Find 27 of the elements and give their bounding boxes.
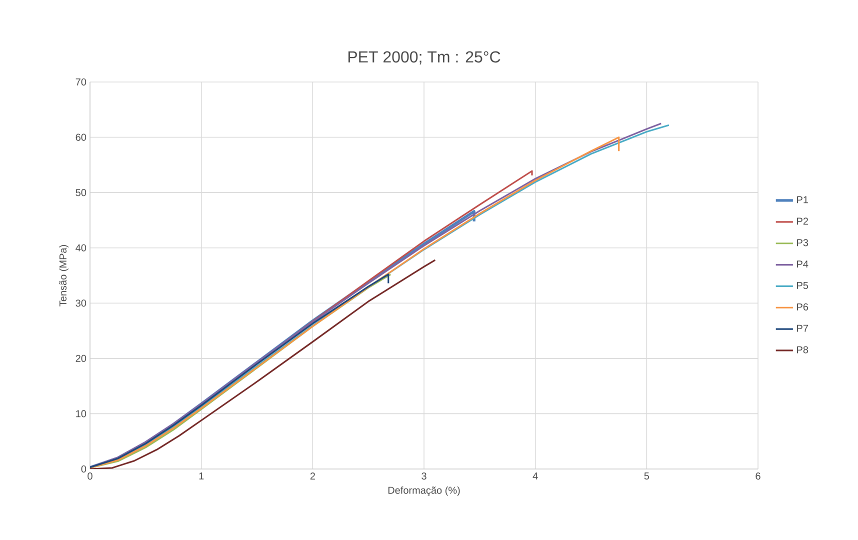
x-tick-label: 3	[422, 472, 426, 480]
legend-label: P6	[797, 303, 808, 310]
y-tick-label: 60	[76, 134, 86, 141]
y-tick-label: 30	[76, 300, 86, 307]
y-tick-label: 0	[81, 465, 86, 473]
y-axis-title: Tensão (MPa)	[59, 245, 68, 306]
legend-label: P4	[797, 260, 808, 268]
x-tick-label: 5	[644, 472, 650, 480]
x-tick-label: 4	[532, 472, 538, 480]
y-tick-label: 70	[76, 78, 86, 86]
x-axis-title: Deformação (%)	[388, 486, 460, 496]
y-tick-label: 20	[76, 354, 86, 362]
legend-label: P8	[797, 346, 808, 354]
legend-label: P3	[797, 239, 808, 246]
line-series	[90, 259, 436, 469]
x-tick-label: 6	[756, 472, 760, 480]
legend-label: P2	[797, 218, 808, 225]
x-tick-label: 0	[88, 472, 92, 480]
x-tick-label: 2	[310, 472, 315, 480]
legend-label: P1	[797, 196, 808, 204]
legend-label: P5	[797, 282, 808, 289]
x-tick-label: 1	[199, 472, 204, 480]
y-tick-label: 10	[76, 410, 86, 418]
y-tick-label: 40	[76, 244, 86, 252]
y-tick-label: 50	[76, 189, 86, 196]
chart-title: PET 2000; Tm : 25°C	[348, 51, 500, 64]
legend-label: P7	[797, 324, 808, 332]
